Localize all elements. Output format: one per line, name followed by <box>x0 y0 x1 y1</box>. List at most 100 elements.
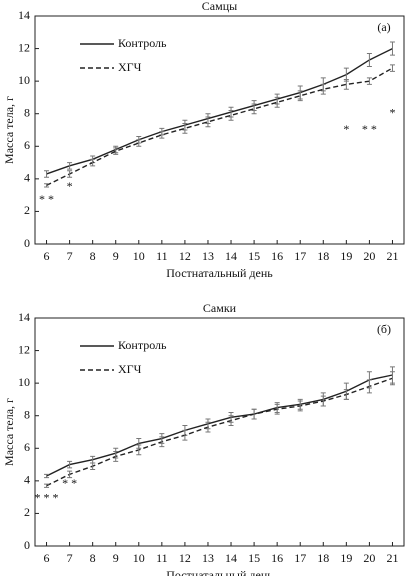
y-tick-label: 6 <box>24 138 30 152</box>
x-tick-label: 10 <box>133 551 145 565</box>
y-tick-label: 14 <box>18 8 30 22</box>
error-bar <box>297 90 303 102</box>
y-tick-label: 0 <box>24 236 30 250</box>
error-bar <box>228 109 234 121</box>
error-bar <box>90 462 96 470</box>
x-tick-label: 21 <box>386 249 398 263</box>
error-bar <box>251 103 257 115</box>
plot-frame <box>34 317 405 547</box>
x-tick-label: 8 <box>90 551 96 565</box>
error-bar <box>44 473 50 479</box>
x-tick-label: 21 <box>386 551 398 565</box>
x-tick-label: 14 <box>225 249 237 263</box>
series-line <box>46 377 393 487</box>
panel-label: (а) <box>377 20 390 34</box>
y-tick-label: 2 <box>24 203 30 217</box>
x-tick-label: 11 <box>156 551 168 565</box>
y-tick-label: 4 <box>24 473 30 487</box>
y-tick-label: 10 <box>18 73 30 87</box>
y-tick-label: 2 <box>24 505 30 519</box>
y-tick-label: 10 <box>18 375 30 389</box>
legend-label: Контроль <box>118 338 167 352</box>
significance-mark: * <box>67 179 73 193</box>
error-bar <box>228 415 234 426</box>
error-bar <box>67 470 73 479</box>
error-bar <box>67 162 73 170</box>
error-bar <box>113 147 119 155</box>
x-tick-label: 15 <box>248 551 260 565</box>
error-bar <box>182 122 188 134</box>
error-bar <box>67 170 73 178</box>
error-bar <box>320 83 326 95</box>
error-bar <box>44 483 50 488</box>
error-bar <box>159 131 165 139</box>
x-tick-label: 20 <box>363 249 375 263</box>
x-axis-label: Постнатальный день <box>166 568 273 576</box>
error-bar <box>205 421 211 433</box>
error-bar <box>136 139 142 147</box>
legend-label: Контроль <box>118 36 167 50</box>
x-tick-label: 20 <box>363 551 375 565</box>
x-tick-label: 18 <box>317 551 329 565</box>
x-tick-label: 6 <box>44 551 50 565</box>
x-tick-label: 16 <box>271 551 283 565</box>
x-tick-label: 17 <box>294 551 306 565</box>
x-tick-label: 10 <box>133 249 145 263</box>
chart-title: Самки <box>203 301 237 315</box>
y-tick-label: 0 <box>24 538 30 552</box>
y-tick-label: 14 <box>18 310 30 324</box>
chart-panel: Самцы (а) Постнатальный день Масса тела, г 0… <box>2 0 405 280</box>
error-bar <box>44 170 50 178</box>
x-tick-label: 12 <box>179 249 191 263</box>
x-tick-label: 13 <box>202 249 214 263</box>
x-tick-label: 13 <box>202 551 214 565</box>
y-tick-label: 12 <box>18 40 30 54</box>
error-bar <box>343 79 349 90</box>
significance-mark: * * <box>362 122 377 136</box>
x-tick-label: 18 <box>317 249 329 263</box>
error-bar <box>274 96 280 108</box>
error-bar <box>389 371 395 386</box>
x-tick-label: 17 <box>294 249 306 263</box>
significance-mark: * <box>343 122 349 136</box>
chart-panel: Самки (б) Постнатальный день Масса тела, г 0… <box>2 301 405 576</box>
x-tick-label: 9 <box>113 249 119 263</box>
y-tick-label: 6 <box>24 440 30 454</box>
y-axis-label: Масса тела, г <box>2 96 16 164</box>
y-axis-label: Масса тела, г <box>2 398 16 466</box>
x-tick-label: 16 <box>271 249 283 263</box>
error-bar <box>274 403 280 415</box>
significance-mark: * * <box>62 476 77 490</box>
legend-label: ХГЧ <box>118 60 142 74</box>
x-tick-label: 7 <box>67 551 73 565</box>
error-bar <box>343 389 349 400</box>
error-bar <box>320 395 326 407</box>
error-bar <box>136 444 142 456</box>
error-bar <box>297 400 303 412</box>
error-bar <box>251 408 257 420</box>
error-bar <box>67 460 73 469</box>
error-bar <box>159 436 165 448</box>
legend-label: ХГЧ <box>118 362 142 376</box>
x-tick-label: 15 <box>248 249 260 263</box>
error-bar <box>182 429 188 441</box>
x-axis-label: Постнатальный день <box>166 266 273 280</box>
error-bar <box>366 77 372 85</box>
plot-frame <box>34 15 405 245</box>
significance-mark: * * <box>39 192 54 206</box>
error-bar <box>366 379 372 394</box>
x-tick-label: 9 <box>113 551 119 565</box>
error-bar <box>90 158 96 167</box>
x-tick-label: 12 <box>179 551 191 565</box>
significance-mark: * * * <box>35 491 59 505</box>
y-tick-label: 8 <box>24 407 30 421</box>
y-tick-label: 4 <box>24 171 30 185</box>
series-line <box>46 374 393 477</box>
error-bar <box>389 41 395 56</box>
x-tick-label: 14 <box>225 551 237 565</box>
y-tick-label: 8 <box>24 105 30 119</box>
error-bar <box>44 183 50 188</box>
error-bar <box>389 64 395 72</box>
x-tick-label: 8 <box>90 249 96 263</box>
